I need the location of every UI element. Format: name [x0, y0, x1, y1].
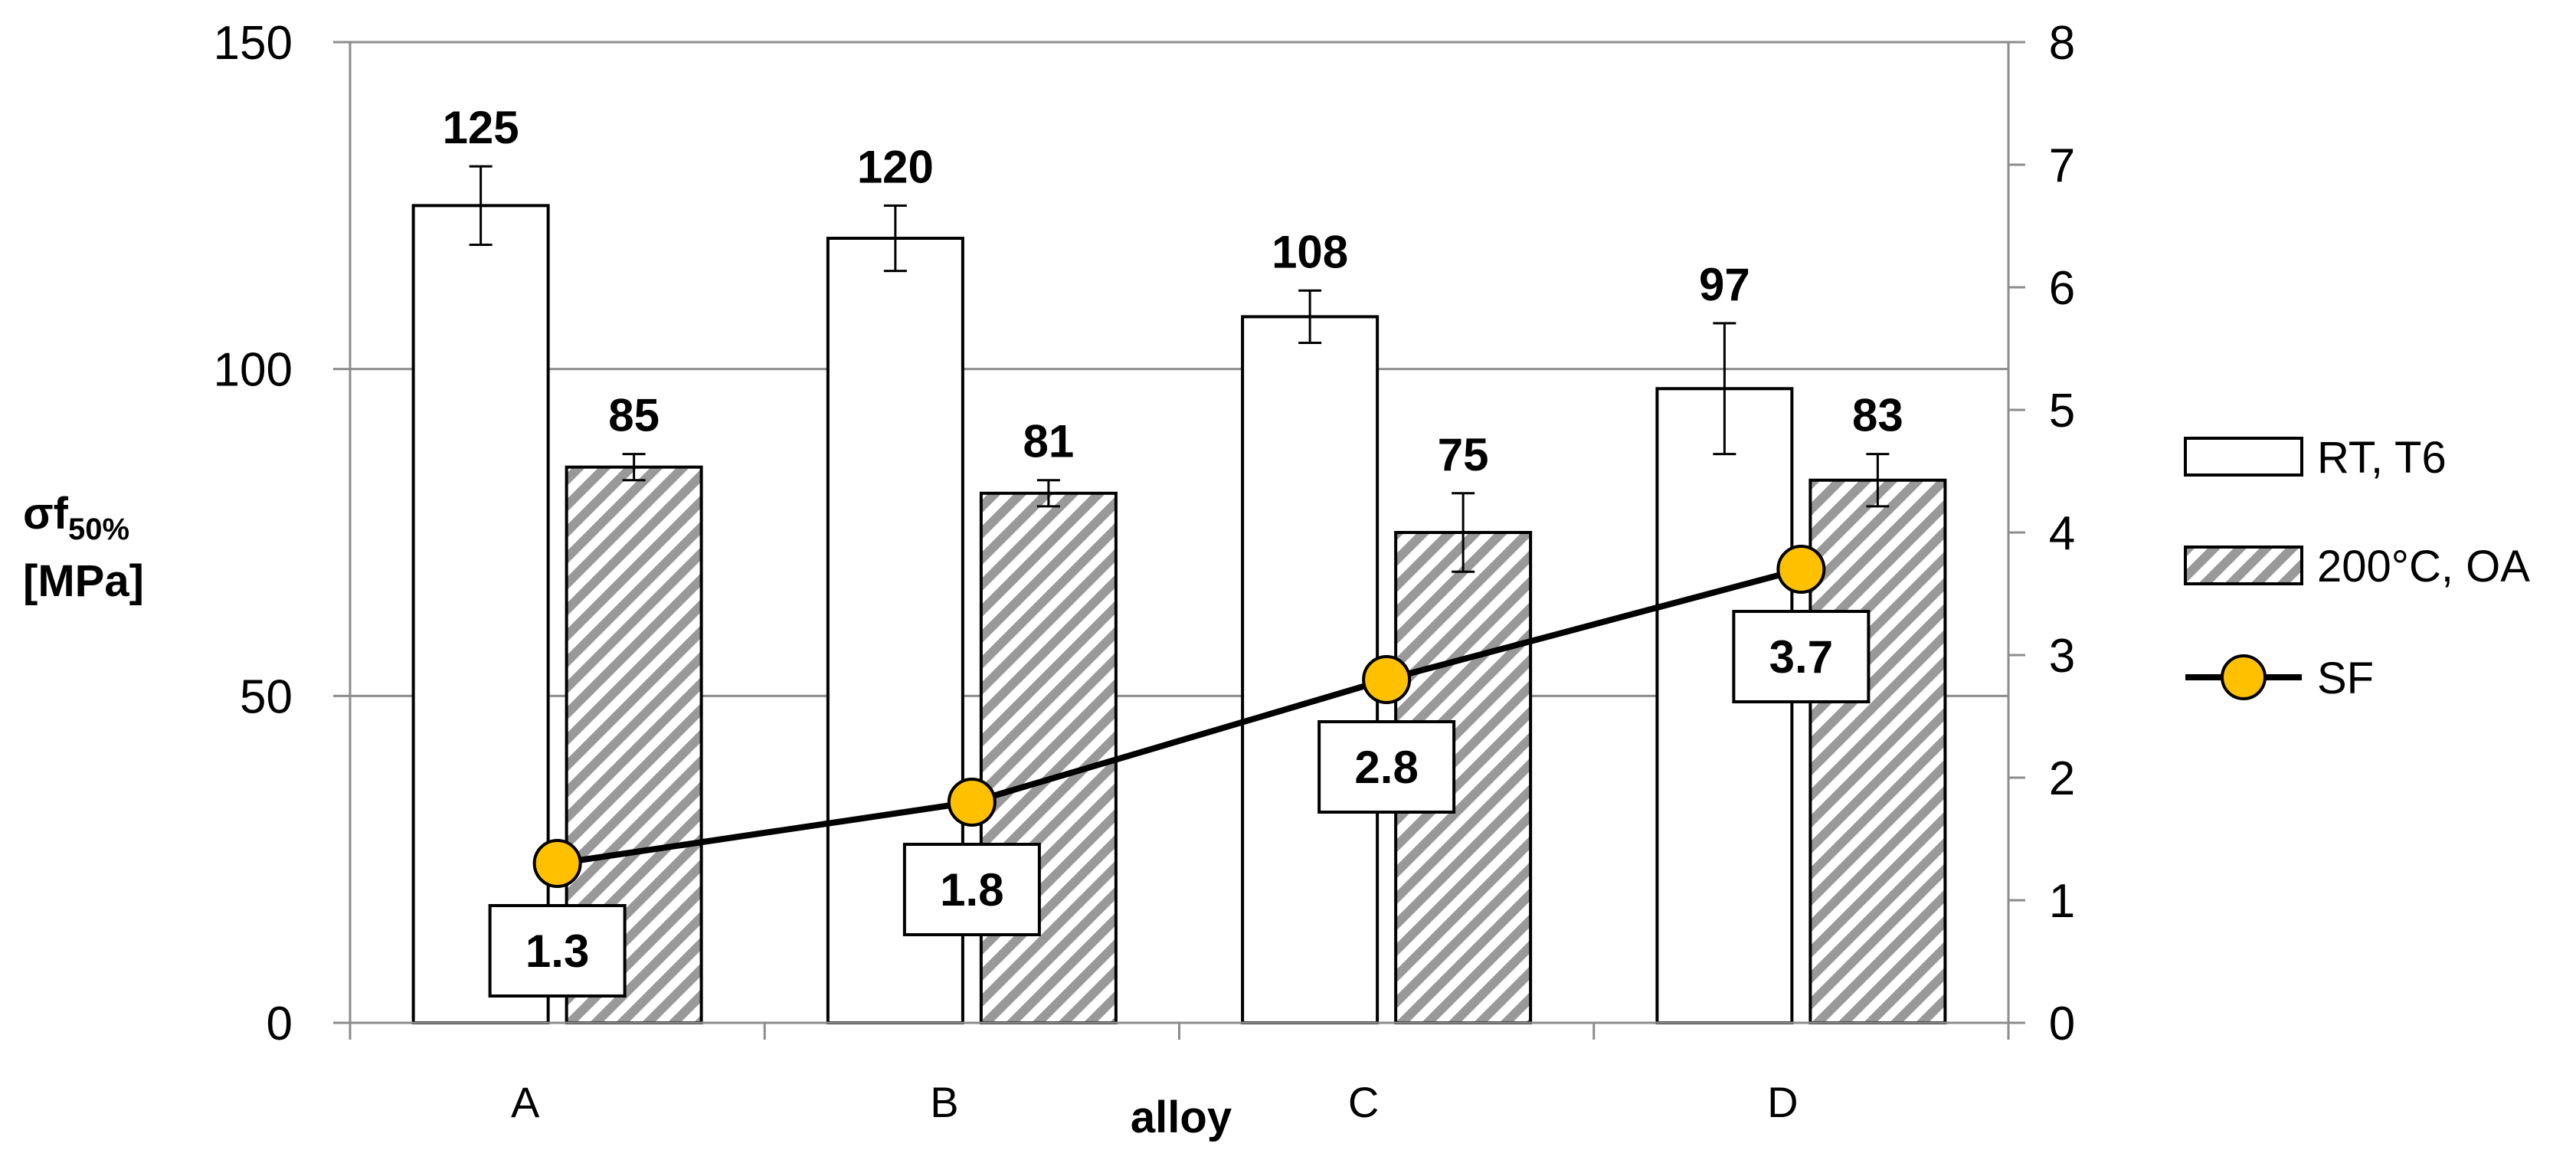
- x-axis-title: alloy: [1131, 1093, 1232, 1142]
- bar-value-label: 83: [1852, 390, 1903, 441]
- bars: [411, 204, 1947, 1024]
- sf-label-box: [1732, 610, 1871, 703]
- y-axis-title: σf50% [MPa]: [23, 489, 144, 606]
- category-label-b: B: [930, 1078, 958, 1126]
- bar-rt-t6-c: [1241, 315, 1380, 1024]
- right-tick-label-5: 5: [2049, 385, 2075, 437]
- sf-marker-c: [1362, 655, 1412, 704]
- bar-rt-t6-a: [411, 204, 550, 1024]
- bar-value-label: 75: [1438, 429, 1489, 480]
- bar-value-label: 85: [608, 390, 660, 441]
- error-bars: [469, 165, 1890, 573]
- right-tick-label-8: 8: [2049, 17, 2075, 70]
- left-tick-label-0: 0: [267, 998, 293, 1050]
- y-axis-title-main: σf50%: [23, 489, 129, 546]
- sf-label-box: [488, 904, 627, 998]
- sf-value-label: 2.8: [1354, 742, 1418, 793]
- sf-value-label: 1.8: [940, 864, 1003, 916]
- category-label-a: A: [511, 1078, 540, 1126]
- legend-swatch-rt-t6: [2184, 437, 2303, 477]
- sf-value-label: 3.7: [1769, 631, 1833, 683]
- bar-200c-oa-d: [1808, 478, 1947, 1024]
- legend-label-1: 200°C, OA: [2317, 542, 2530, 591]
- category-label-c: C: [1348, 1078, 1379, 1126]
- legend-swatch-200c-oa: [2184, 546, 2303, 585]
- bar-value-label: 97: [1699, 259, 1750, 310]
- sf-label-box: [1317, 720, 1456, 814]
- sf-marker-d: [1776, 545, 1826, 594]
- right-tick-label-3: 3: [2049, 630, 2075, 683]
- legend-label-0: RT, T6: [2317, 433, 2447, 483]
- data-labels: 125 120 108 97 85 81 75 83: [443, 102, 1903, 480]
- legend-swatch-sf-marker: [2221, 654, 2267, 700]
- category-label-d: D: [1767, 1078, 1798, 1126]
- y-axis-title-unit: [MPa]: [23, 556, 144, 606]
- right-tick-label-1: 1: [2049, 875, 2075, 928]
- left-tick-label-100: 100: [214, 344, 293, 397]
- bar-200c-oa-b: [979, 491, 1118, 1024]
- bar-value-label: 125: [443, 102, 519, 153]
- left-tick-label-50: 50: [240, 670, 293, 723]
- sf-line-series: 1.3 1.8 2.8 3.7: [488, 545, 1871, 998]
- left-tick-label-150: 150: [214, 17, 293, 70]
- bar-rt-t6-d: [1655, 387, 1794, 1024]
- sf-label-box: [902, 843, 1041, 936]
- right-tick-label-0: 0: [2049, 998, 2075, 1050]
- sf-value-label: 1.3: [525, 926, 589, 977]
- bar-value-label: 120: [857, 141, 934, 192]
- bar-value-label: 81: [1023, 416, 1075, 467]
- bar-value-label: 108: [1272, 226, 1348, 277]
- axes: A B C D 0 50 100 150 0 1 2 3 4 5 6 7 8: [214, 17, 2076, 1126]
- sf-marker-b: [947, 778, 997, 827]
- right-tick-label-4: 4: [2049, 507, 2075, 560]
- sf-line: [557, 566, 1802, 867]
- right-tick-label-2: 2: [2049, 752, 2075, 805]
- right-tick-label-6: 6: [2049, 262, 2075, 315]
- right-tick-label-7: 7: [2049, 139, 2075, 192]
- sf-marker-a: [532, 839, 582, 888]
- legend: RT, T6 200°C, OA SF: [2184, 433, 2530, 703]
- legend-label-2: SF: [2317, 654, 2374, 703]
